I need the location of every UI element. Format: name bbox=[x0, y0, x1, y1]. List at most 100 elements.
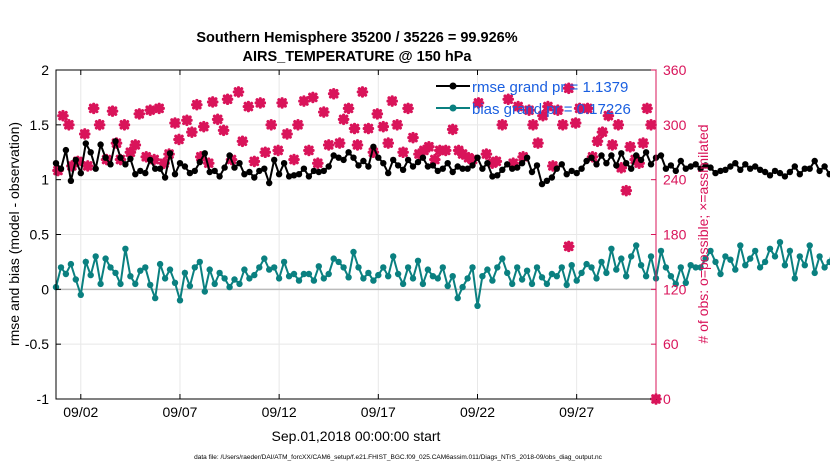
obs-assimilated-point bbox=[446, 123, 459, 136]
rmse-point bbox=[161, 174, 169, 181]
obs-assimilated-point bbox=[386, 95, 398, 107]
bias-point bbox=[241, 266, 248, 273]
rmse-point bbox=[608, 152, 615, 159]
rmse-point bbox=[717, 167, 724, 175]
rmse-point bbox=[375, 154, 382, 161]
bias-point bbox=[494, 264, 501, 271]
bias-point bbox=[598, 258, 605, 266]
obs-assimilated-point bbox=[337, 113, 350, 126]
rmse-point bbox=[360, 157, 367, 165]
bias-point bbox=[67, 260, 75, 268]
rmse-point bbox=[340, 156, 347, 164]
bias-point bbox=[166, 266, 174, 273]
y-left-tick-label: 2 bbox=[41, 62, 49, 78]
rmse-point bbox=[186, 169, 194, 177]
bias-point bbox=[275, 275, 283, 282]
bias-point bbox=[603, 269, 610, 277]
y-left-axis-label: rmse and bias (model - observation) bbox=[6, 122, 22, 346]
obs-assimilated-point bbox=[292, 119, 304, 131]
rmse-point bbox=[756, 166, 764, 173]
bias-point bbox=[583, 260, 590, 268]
rmse-point bbox=[355, 162, 362, 169]
rmse-point bbox=[523, 154, 531, 161]
obs-assimilated-point bbox=[537, 109, 549, 122]
obs-assimilated-point bbox=[57, 109, 69, 122]
bias-point bbox=[588, 264, 595, 271]
rmse-point bbox=[142, 169, 149, 177]
rmse-point bbox=[380, 160, 387, 167]
obs-assimilated-point bbox=[158, 157, 170, 170]
bias-point bbox=[464, 275, 471, 282]
rmse-point bbox=[127, 155, 134, 162]
obs-assimilated-point bbox=[173, 133, 185, 146]
obs-assimilated-point bbox=[133, 108, 146, 120]
obs-assimilated-point bbox=[140, 151, 153, 163]
obs-assimilated-point bbox=[418, 144, 430, 157]
bias-point bbox=[196, 258, 203, 266]
x-tick-label: 09/27 bbox=[559, 404, 594, 420]
obs-assimilated-point bbox=[502, 93, 515, 106]
obs-assimilated-point bbox=[480, 148, 493, 160]
obs-assimilated-point bbox=[303, 144, 315, 157]
rmse-point bbox=[464, 165, 471, 172]
bias-point bbox=[578, 269, 585, 277]
obs-assimilated-point bbox=[63, 119, 75, 131]
obs-assimilated-point bbox=[348, 122, 361, 135]
rmse-point bbox=[261, 165, 268, 172]
bias-point bbox=[752, 247, 759, 255]
bias-point bbox=[474, 302, 481, 309]
bias-point bbox=[479, 273, 486, 280]
bias-point bbox=[127, 273, 134, 280]
obs-assimilated-point bbox=[547, 160, 559, 172]
bias-point bbox=[414, 257, 422, 264]
grid-layer bbox=[56, 69, 656, 400]
obs-assimilated-point bbox=[624, 140, 637, 153]
bias-point bbox=[558, 264, 565, 271]
rmse-point bbox=[662, 165, 670, 172]
obs-assimilated-point bbox=[276, 97, 288, 109]
rmse-point bbox=[271, 156, 278, 164]
bias-point bbox=[484, 266, 491, 273]
rmse-point bbox=[712, 169, 719, 177]
rmse-point bbox=[107, 161, 114, 168]
bias-point bbox=[469, 264, 476, 271]
rmse-point bbox=[385, 169, 392, 177]
y-right-tick-label: 180 bbox=[663, 227, 687, 243]
y-left-tick-label: -0.5 bbox=[25, 336, 49, 352]
rmse-point bbox=[290, 172, 298, 179]
rmse-point bbox=[583, 157, 590, 165]
rmse-point bbox=[682, 165, 689, 172]
obs-assimilated-point bbox=[377, 120, 390, 133]
bias-point bbox=[756, 264, 764, 271]
bias-point bbox=[662, 264, 670, 271]
bias-point bbox=[771, 253, 779, 260]
y-left-tick-label: -1 bbox=[37, 391, 50, 407]
rmse-point bbox=[637, 156, 645, 164]
bias-point bbox=[613, 266, 620, 273]
x-tick-label: 09/02 bbox=[63, 404, 98, 420]
rmse-point bbox=[201, 150, 208, 157]
obs-assimilated-point bbox=[202, 157, 215, 170]
obs-assimilated-point bbox=[52, 164, 64, 177]
bias-point bbox=[112, 269, 119, 277]
obs-assimilated-point bbox=[382, 137, 395, 149]
bias-point bbox=[325, 270, 332, 278]
rmse-point bbox=[409, 163, 417, 170]
obs-assimilated-point bbox=[211, 113, 224, 126]
obs-assimilated-point bbox=[602, 109, 615, 122]
rmse-point bbox=[603, 160, 610, 167]
rmse-point bbox=[732, 160, 739, 167]
bias-point bbox=[637, 262, 645, 269]
rmse-point bbox=[538, 180, 546, 188]
rmse-point bbox=[504, 161, 511, 168]
rmse-point bbox=[806, 165, 813, 172]
rmse-point bbox=[246, 168, 253, 176]
rmse-point bbox=[132, 171, 139, 178]
bias-point bbox=[633, 242, 640, 249]
bias-point bbox=[201, 288, 208, 295]
rmse-point bbox=[752, 163, 759, 170]
bias-point bbox=[628, 253, 635, 260]
obs-assimilated-point bbox=[612, 119, 625, 131]
bias-point bbox=[707, 247, 714, 255]
